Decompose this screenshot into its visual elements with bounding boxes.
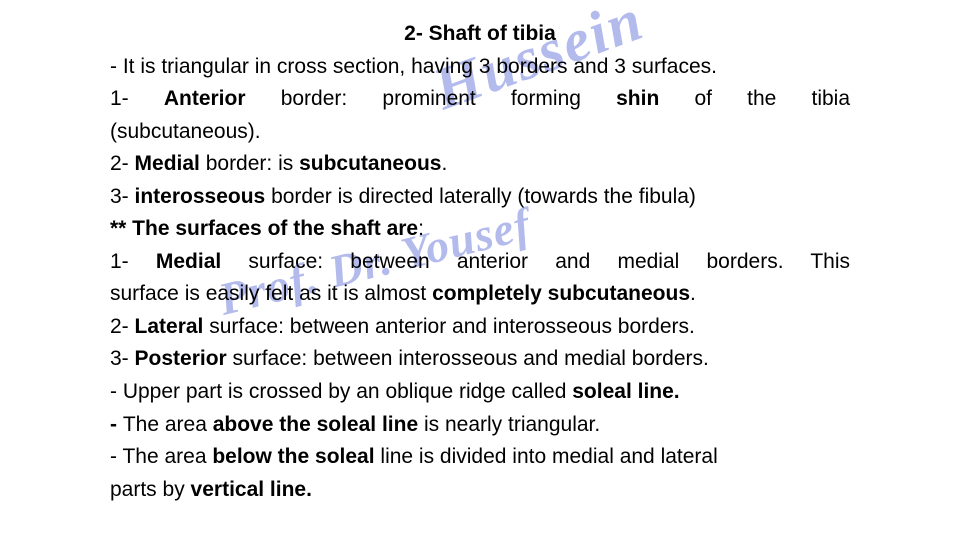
text-segment: subcutaneous bbox=[299, 152, 441, 175]
text-line: 3- Posterior surface: between interosseo… bbox=[110, 343, 850, 376]
text-line: 2- Lateral surface: between anterior and… bbox=[110, 311, 850, 344]
text-segment: 3- bbox=[110, 347, 135, 370]
text-segment: 2- bbox=[110, 315, 135, 338]
text-segment: ** The surfaces of the shaft are bbox=[110, 217, 418, 240]
text-segment: The area bbox=[123, 413, 213, 436]
text-segment: border: is bbox=[200, 152, 299, 175]
text-line: - Upper part is crossed by an oblique ri… bbox=[110, 376, 850, 409]
text-segment: shin bbox=[616, 87, 659, 110]
text-segment: of the tibia bbox=[659, 87, 850, 110]
text-segment: surface: between anterior and interosseo… bbox=[203, 315, 694, 338]
text-segment: completely subcutaneous bbox=[432, 282, 690, 305]
text-segment: 1- bbox=[110, 87, 164, 110]
text-segment: Anterior bbox=[164, 87, 246, 110]
text-line: parts by vertical line. bbox=[110, 474, 850, 507]
text-segment: below the soleal bbox=[212, 445, 374, 468]
text-segment: (subcutaneous). bbox=[110, 120, 261, 143]
document-title: 2- Shaft of tibia bbox=[110, 18, 850, 51]
text-segment: - Upper part is crossed by an oblique ri… bbox=[110, 380, 572, 403]
text-segment: - bbox=[110, 413, 123, 436]
text-segment: - It is triangular in cross section, hav… bbox=[110, 55, 717, 78]
text-segment: surface: between anterior and medial bor… bbox=[221, 250, 850, 273]
text-line: ** The surfaces of the shaft are: bbox=[110, 213, 850, 246]
text-segment: parts by bbox=[110, 478, 191, 501]
text-line: (subcutaneous). bbox=[110, 116, 850, 149]
text-segment: border is directed laterally (towards th… bbox=[265, 185, 696, 208]
text-segment: . bbox=[441, 152, 447, 175]
text-segment: line is divided into medial and lateral bbox=[375, 445, 718, 468]
text-segment: vertical line. bbox=[191, 478, 312, 501]
text-segment: . bbox=[690, 282, 696, 305]
text-segment: 2- bbox=[110, 152, 135, 175]
text-line: 1- Anterior border: prominent forming sh… bbox=[110, 83, 850, 116]
text-segment: Medial bbox=[156, 250, 221, 273]
text-line: 2- Medial border: is subcutaneous. bbox=[110, 148, 850, 181]
text-segment: Posterior bbox=[135, 347, 227, 370]
text-line: surface is easily felt as it is almost c… bbox=[110, 278, 850, 311]
text-segment: 3- bbox=[110, 185, 135, 208]
text-segment: is nearly triangular. bbox=[418, 413, 600, 436]
document-body: 2- Shaft of tibia - It is triangular in … bbox=[110, 18, 850, 506]
text-segment: Lateral bbox=[135, 315, 204, 338]
text-segment: surface is easily felt as it is almost bbox=[110, 282, 432, 305]
text-line: - It is triangular in cross section, hav… bbox=[110, 51, 850, 84]
text-segment: surface: between interosseous and medial… bbox=[227, 347, 709, 370]
text-segment: border: prominent forming bbox=[246, 87, 617, 110]
text-segment: soleal line. bbox=[572, 380, 679, 403]
text-line: - The area below the soleal line is divi… bbox=[110, 441, 850, 474]
text-segment: above the soleal line bbox=[213, 413, 418, 436]
document-lines: - It is triangular in cross section, hav… bbox=[110, 51, 850, 507]
text-segment: interosseous bbox=[135, 185, 266, 208]
text-segment: Medial bbox=[135, 152, 200, 175]
text-line: - The area above the soleal line is near… bbox=[110, 409, 850, 442]
text-line: 1- Medial surface: between anterior and … bbox=[110, 246, 850, 279]
text-segment: 1- bbox=[110, 250, 156, 273]
text-segment: : bbox=[418, 217, 424, 240]
text-line: 3- interosseous border is directed later… bbox=[110, 181, 850, 214]
text-segment: - The area bbox=[110, 445, 212, 468]
